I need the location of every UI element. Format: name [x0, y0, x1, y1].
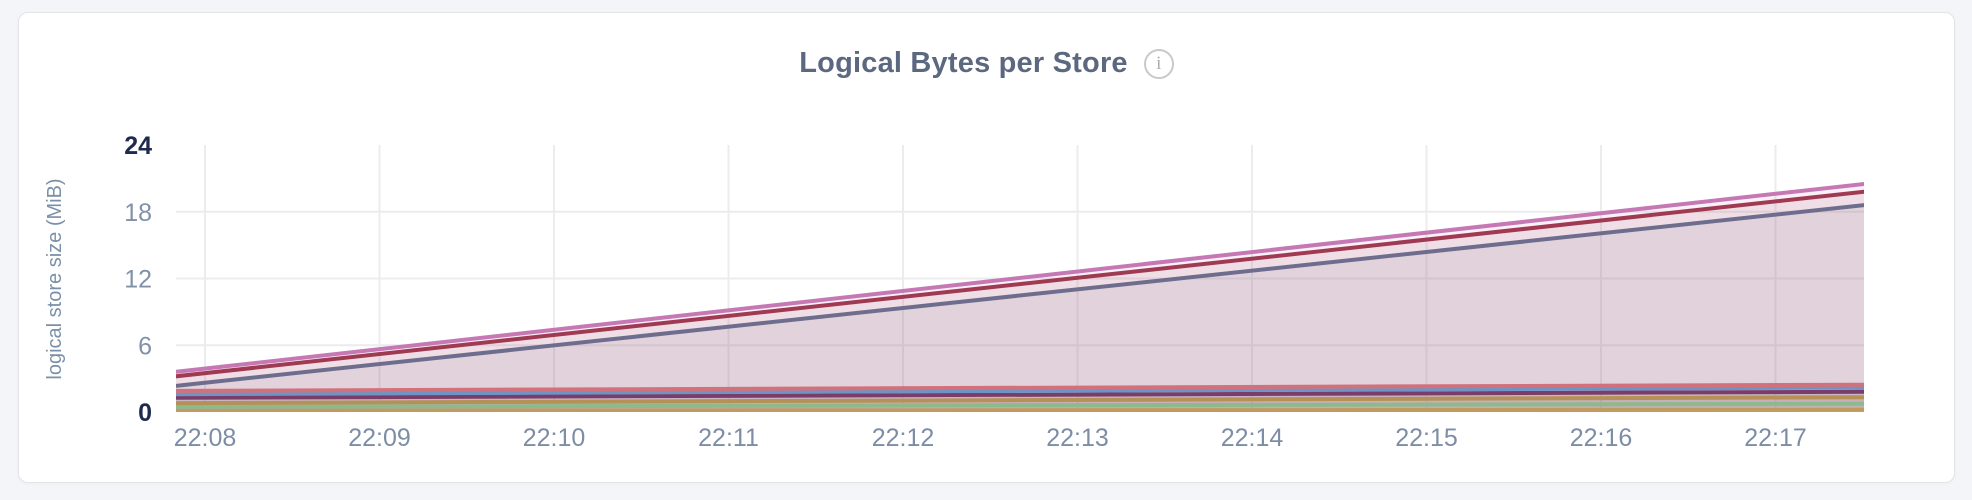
info-icon[interactable]: i	[1143, 48, 1174, 79]
series-5-line	[176, 385, 1864, 397]
series-3-area	[176, 205, 1864, 412]
x-tick-label: 22:11	[698, 424, 759, 452]
series-2-line	[176, 189, 1864, 379]
y-tick-label: 18	[124, 199, 152, 227]
y-tick-label: 12	[124, 266, 152, 294]
x-tick-label: 22:14	[1221, 424, 1284, 452]
x-tick-label: 22:10	[523, 424, 586, 452]
chart-title: Logical Bytes per Store	[799, 47, 1128, 79]
y-tick-label: 6	[138, 332, 152, 360]
series-6-line	[176, 389, 1864, 400]
x-tick-label: 22:15	[1395, 424, 1458, 452]
series-2-area	[176, 191, 1864, 412]
series-9-line	[176, 407, 1864, 412]
x-tick-label: 22:17	[1744, 424, 1807, 452]
series-8-line	[176, 401, 1864, 409]
x-tick-label: 22:08	[174, 424, 237, 452]
series-3-line	[176, 203, 1864, 388]
x-tick-label: 22:12	[872, 424, 935, 452]
series-1-line	[176, 181, 1864, 374]
series-1-area	[176, 183, 1864, 412]
chart-header: Logical Bytes per Store i	[19, 47, 1954, 80]
plot-area	[176, 181, 1864, 412]
y-tick-label: 0	[138, 399, 152, 427]
y-tick-label: 24	[124, 132, 152, 160]
x-tick-label: 22:13	[1046, 424, 1109, 452]
series-4-line	[176, 382, 1864, 393]
x-tick-label: 22:16	[1570, 424, 1633, 452]
x-tick-label: 22:09	[348, 424, 411, 452]
series-7-line	[176, 395, 1864, 406]
y-axis-title: logical store size (MiB)	[44, 178, 66, 379]
